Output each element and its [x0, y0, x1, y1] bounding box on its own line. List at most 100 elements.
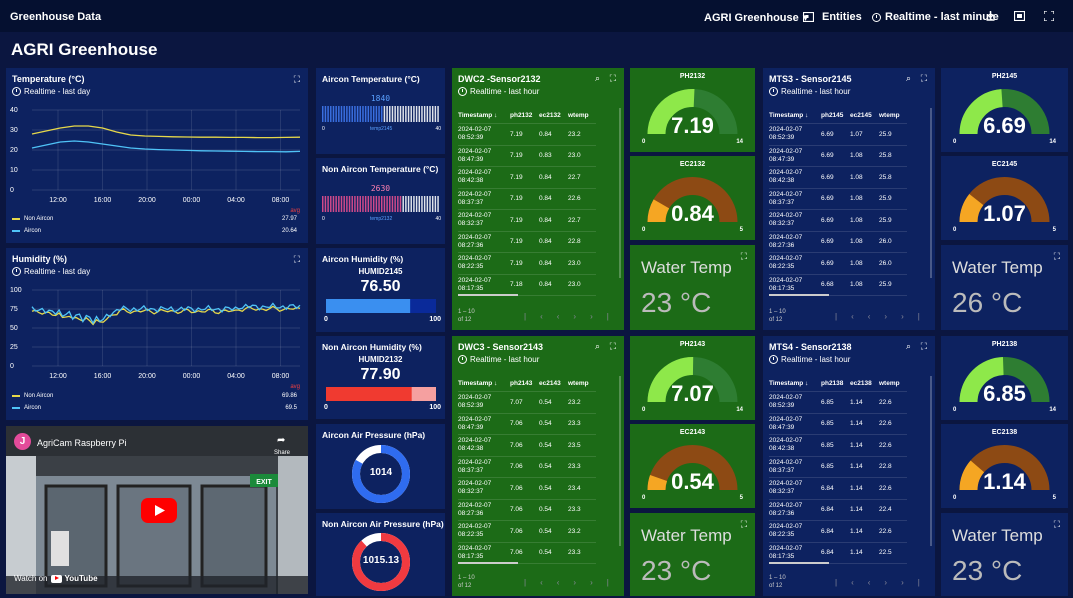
- fullscreen-icon[interactable]: ⛶: [293, 254, 300, 264]
- fullscreen-icon[interactable]: ⛶: [1053, 519, 1060, 529]
- last-page-icon[interactable]: ›|: [590, 312, 623, 321]
- column-header[interactable]: Timestamp ↓: [769, 111, 809, 119]
- table-row[interactable]: 2024-02-07 08:22:35 6.69 1.08 26.0: [769, 253, 907, 275]
- first-page-icon[interactable]: |‹: [524, 312, 557, 321]
- legend-item[interactable]: Aircon 69.5: [12, 405, 297, 411]
- table-row[interactable]: 2024-02-07 08:37:37 7.19 0.84 22.6: [458, 189, 596, 210]
- table-row[interactable]: 2024-02-07 08:37:37 6.85 1.14 22.8: [769, 457, 907, 478]
- last-page-icon[interactable]: ›|: [901, 312, 934, 321]
- horizontal-scrollbar[interactable]: [769, 562, 829, 564]
- table-row[interactable]: 2024-02-07 08:17:35 7.18 0.84 23.0: [458, 275, 596, 296]
- export-button[interactable]: [986, 11, 995, 21]
- search-icon[interactable]: ⌕: [594, 341, 600, 351]
- watch-on-youtube[interactable]: Watch on YouTube: [14, 574, 98, 583]
- column-header[interactable]: ph2145: [821, 112, 844, 119]
- next-page-icon[interactable]: ›: [573, 312, 591, 321]
- first-page-icon[interactable]: |‹: [835, 312, 868, 321]
- first-page-icon[interactable]: |‹: [835, 578, 868, 587]
- column-header[interactable]: wtemp: [879, 112, 900, 119]
- table-row[interactable]: 2024-02-07 08:47:39 6.69 1.08 25.8: [769, 146, 907, 167]
- legend-item[interactable]: Non Aircon 27.97: [12, 216, 297, 222]
- column-header[interactable]: wtemp: [879, 380, 900, 387]
- vertical-scrollbar[interactable]: [930, 108, 932, 278]
- table-row[interactable]: 2024-02-07 08:52:39 7.19 0.84 23.2: [458, 124, 596, 146]
- search-icon[interactable]: ⌕: [594, 73, 600, 83]
- column-header[interactable]: Timestamp ↓: [458, 111, 498, 119]
- vertical-scrollbar[interactable]: [619, 108, 621, 278]
- table-row[interactable]: 2024-02-07 08:42:38 7.06 0.54 23.5: [458, 435, 596, 457]
- fullscreen-icon[interactable]: ⛶: [920, 341, 927, 351]
- prev-page-icon[interactable]: ‹: [556, 312, 574, 321]
- prev-page-icon[interactable]: ‹: [556, 578, 574, 587]
- column-header[interactable]: wtemp: [568, 112, 589, 119]
- share-icon[interactable]: ➦: [277, 435, 286, 446]
- fullscreen-icon[interactable]: ⛶: [609, 341, 616, 351]
- table-row[interactable]: 2024-02-07 08:52:39 6.85 1.14 22.6: [769, 392, 907, 414]
- column-header[interactable]: ec2143: [539, 380, 561, 387]
- table-row[interactable]: 2024-02-07 08:32:37 6.84 1.14 22.6: [769, 478, 907, 500]
- column-header[interactable]: Timestamp ↓: [769, 379, 809, 387]
- video-title[interactable]: AgriCam Raspberry Pi: [37, 438, 127, 448]
- channel-avatar[interactable]: J: [14, 433, 31, 450]
- edit-mode-button[interactable]: [1014, 11, 1025, 21]
- timewindow-button[interactable]: Realtime - last minute: [872, 11, 999, 23]
- legend-item[interactable]: Aircon 20.64: [12, 228, 297, 234]
- fullscreen-icon[interactable]: ⛶: [1053, 251, 1060, 261]
- column-header[interactable]: ph2143: [510, 380, 533, 387]
- table-row[interactable]: 2024-02-07 08:27:36 7.06 0.54 23.3: [458, 500, 596, 521]
- search-icon[interactable]: ⌕: [905, 73, 911, 83]
- table-row[interactable]: 2024-02-07 08:32:37 7.06 0.54 23.4: [458, 478, 596, 500]
- table-row[interactable]: 2024-02-07 08:22:35 7.19 0.84 23.0: [458, 253, 596, 275]
- column-header[interactable]: Timestamp ↓: [458, 379, 498, 387]
- table-row[interactable]: 2024-02-07 08:32:37 7.19 0.84 22.7: [458, 210, 596, 232]
- next-page-icon[interactable]: ›: [884, 312, 902, 321]
- table-row[interactable]: 2024-02-07 08:17:35 6.84 1.14 22.5: [769, 543, 907, 564]
- column-header[interactable]: ec2132: [539, 112, 561, 119]
- last-page-icon[interactable]: ›|: [901, 578, 934, 587]
- table-row[interactable]: 2024-02-07 08:32:37 6.69 1.08 25.9: [769, 210, 907, 232]
- prev-page-icon[interactable]: ‹: [867, 578, 885, 587]
- horizontal-scrollbar[interactable]: [458, 294, 518, 296]
- fullscreen-icon[interactable]: ⛶: [920, 73, 927, 83]
- table-row[interactable]: 2024-02-07 08:17:35 7.06 0.54 23.3: [458, 543, 596, 564]
- fullscreen-icon[interactable]: ⛶: [740, 519, 747, 529]
- fullscreen-icon[interactable]: ⛶: [293, 74, 300, 84]
- table-row[interactable]: 2024-02-07 08:47:39 7.06 0.54 23.3: [458, 414, 596, 435]
- table-row[interactable]: 2024-02-07 08:42:38 6.85 1.14 22.6: [769, 435, 907, 457]
- next-page-icon[interactable]: ›: [884, 578, 902, 587]
- fullscreen-button[interactable]: [1044, 11, 1054, 21]
- table-row[interactable]: 2024-02-07 08:22:35 7.06 0.54 23.2: [458, 521, 596, 543]
- play-button[interactable]: [141, 498, 177, 523]
- search-icon[interactable]: ⌕: [905, 341, 911, 351]
- entities-button[interactable]: Entities: [803, 11, 862, 23]
- state-selector[interactable]: AGRI Greenhouse▾: [704, 11, 808, 25]
- table-row[interactable]: 2024-02-07 08:52:39 6.69 1.07 25.9: [769, 124, 907, 146]
- first-page-icon[interactable]: |‹: [524, 578, 557, 587]
- column-header[interactable]: wtemp: [568, 380, 589, 387]
- column-header[interactable]: ph2132: [510, 112, 533, 119]
- table-row[interactable]: 2024-02-07 08:27:36 7.19 0.84 22.8: [458, 232, 596, 253]
- table-row[interactable]: 2024-02-07 08:52:39 7.07 0.54 23.2: [458, 392, 596, 414]
- horizontal-scrollbar[interactable]: [458, 562, 518, 564]
- table-row[interactable]: 2024-02-07 08:42:38 6.69 1.08 25.8: [769, 167, 907, 189]
- legend-item[interactable]: Non Aircon 69.86: [12, 393, 297, 399]
- video-panel[interactable]: EXIT J AgriCam Raspberry Pi ➦ Share Watc…: [6, 426, 308, 594]
- table-row[interactable]: 2024-02-07 08:27:36 6.69 1.08 26.0: [769, 232, 907, 253]
- table-row[interactable]: 2024-02-07 08:22:35 6.84 1.14 22.6: [769, 521, 907, 543]
- table-row[interactable]: 2024-02-07 08:47:39 7.19 0.83 23.0: [458, 146, 596, 167]
- column-header[interactable]: ph2138: [821, 380, 844, 387]
- table-row[interactable]: 2024-02-07 08:27:36 6.84 1.14 22.4: [769, 500, 907, 521]
- horizontal-scrollbar[interactable]: [769, 294, 829, 296]
- table-row[interactable]: 2024-02-07 08:37:37 7.06 0.54 23.3: [458, 457, 596, 478]
- table-row[interactable]: 2024-02-07 08:47:39 6.85 1.14 22.6: [769, 414, 907, 435]
- vertical-scrollbar[interactable]: [619, 376, 621, 546]
- column-header[interactable]: ec2145: [850, 112, 872, 119]
- table-row[interactable]: 2024-02-07 08:17:35 6.68 1.08 25.9: [769, 275, 907, 296]
- next-page-icon[interactable]: ›: [573, 578, 591, 587]
- column-header[interactable]: ec2138: [850, 380, 872, 387]
- fullscreen-icon[interactable]: ⛶: [609, 73, 616, 83]
- table-row[interactable]: 2024-02-07 08:42:38 7.19 0.84 22.7: [458, 167, 596, 189]
- table-row[interactable]: 2024-02-07 08:37:37 6.69 1.08 25.9: [769, 189, 907, 210]
- last-page-icon[interactable]: ›|: [590, 578, 623, 587]
- vertical-scrollbar[interactable]: [930, 376, 932, 546]
